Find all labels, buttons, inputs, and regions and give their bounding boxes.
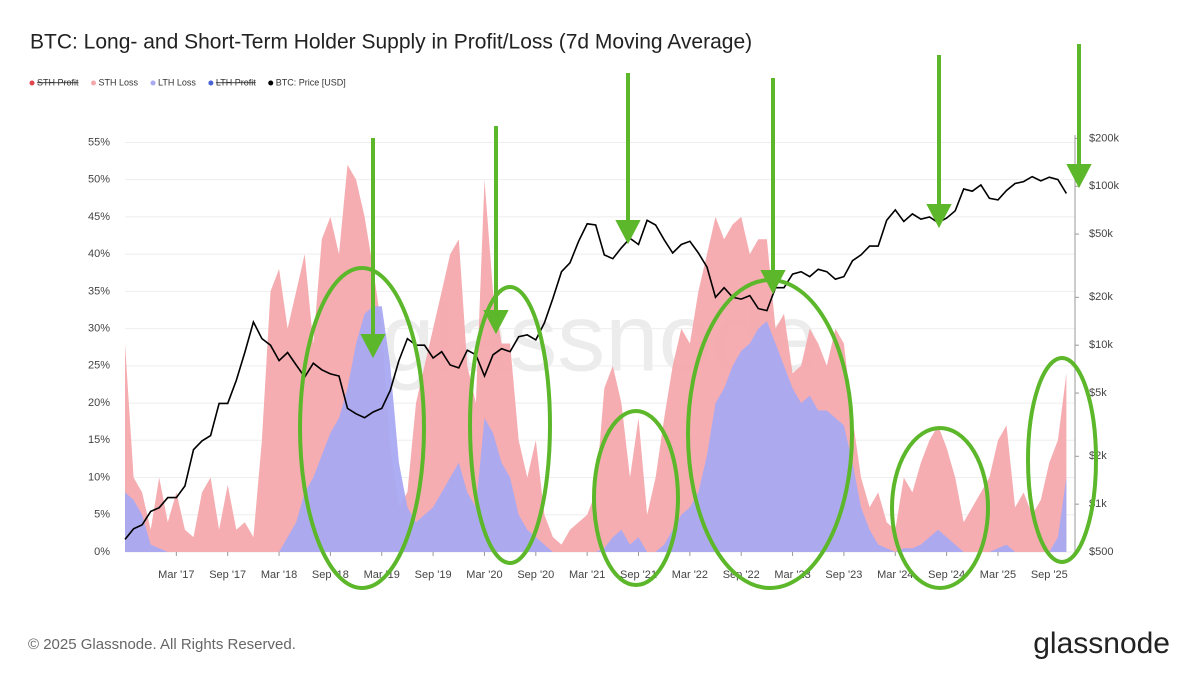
y2-tick-label: $5k — [1089, 387, 1107, 399]
legend-label: LTH Loss — [158, 77, 196, 87]
y2-tick-label: $2k — [1089, 450, 1107, 462]
y-tick-label: 40% — [88, 248, 110, 260]
x-tick-label: Sep '17 — [209, 569, 246, 581]
y2-tick-label: $10k — [1089, 339, 1113, 351]
x-tick-label: Sep '19 — [415, 569, 452, 581]
y-tick-label: 10% — [88, 471, 110, 483]
x-tick-label: Sep '23 — [825, 569, 862, 581]
x-tick-label: Sep '20 — [517, 569, 554, 581]
y-tick-label: 20% — [88, 397, 110, 409]
arrows — [360, 44, 1092, 359]
y-tick-label: 30% — [88, 323, 110, 335]
legend-marker — [208, 80, 214, 86]
y2-tick-label: $50k — [1089, 228, 1113, 240]
highlight-ellipse — [298, 266, 426, 590]
x-tick-label: Mar '20 — [466, 569, 502, 581]
logo: glassnode — [1033, 627, 1170, 660]
x-tick-label: Mar '21 — [569, 569, 605, 581]
y2-tick-label: $20k — [1089, 291, 1113, 303]
x-tick-label: Sep '24 — [928, 569, 965, 581]
y-tick-label: 45% — [88, 211, 110, 223]
plot: 0% 5% 10% 15% 20% 25% 30% 35% 40% 45% 50% 55% $500 $1… — [29, 77, 1119, 581]
legend-marker — [150, 80, 156, 86]
legend-label: STH Profit — [37, 77, 79, 87]
annotations — [298, 44, 1098, 590]
x-tick-label: Mar '22 — [672, 569, 708, 581]
y-tick-label: 50% — [88, 174, 110, 186]
x-tick-label: Mar '18 — [261, 569, 297, 581]
legend-label: STH Loss — [99, 77, 139, 87]
x-tick-label: Mar '25 — [980, 569, 1016, 581]
price-line — [124, 175, 1068, 540]
y-tick-label: 0% — [94, 546, 110, 558]
y2-tick-label: $100k — [1089, 180, 1119, 192]
x-tick-label: Sep '21 — [620, 569, 657, 581]
y-tick-label: 5% — [94, 509, 110, 521]
x-tick-label: Mar '24 — [877, 569, 913, 581]
legend-label: BTC: Price [USD] — [276, 77, 346, 87]
chart-title: BTC: Long- and Short-Term Holder Supply … — [30, 31, 752, 54]
highlight-ellipse — [1026, 356, 1098, 564]
y-tick-label: 55% — [88, 136, 110, 148]
legend-marker — [29, 80, 35, 86]
area — [125, 306, 1067, 552]
legend-marker — [268, 80, 274, 86]
x-tick-label: Mar '17 — [158, 569, 194, 581]
highlight-ellipse — [890, 426, 990, 590]
legend-marker — [91, 80, 97, 86]
y-tick-label: 35% — [88, 285, 110, 297]
legend-label: LTH Profit — [216, 77, 256, 87]
y-tick-label: 25% — [88, 360, 110, 372]
x-tick-label: Sep '25 — [1031, 569, 1068, 581]
footer: © 2025 Glassnode. All Rights Reserved. — [28, 636, 296, 653]
y2-tick-label: $200k — [1089, 132, 1119, 144]
highlight-ellipse — [468, 285, 552, 565]
y-tick-label: 15% — [88, 434, 110, 446]
y2-tick-label: $500 — [1089, 546, 1113, 558]
highlight-ellipse — [592, 409, 680, 587]
